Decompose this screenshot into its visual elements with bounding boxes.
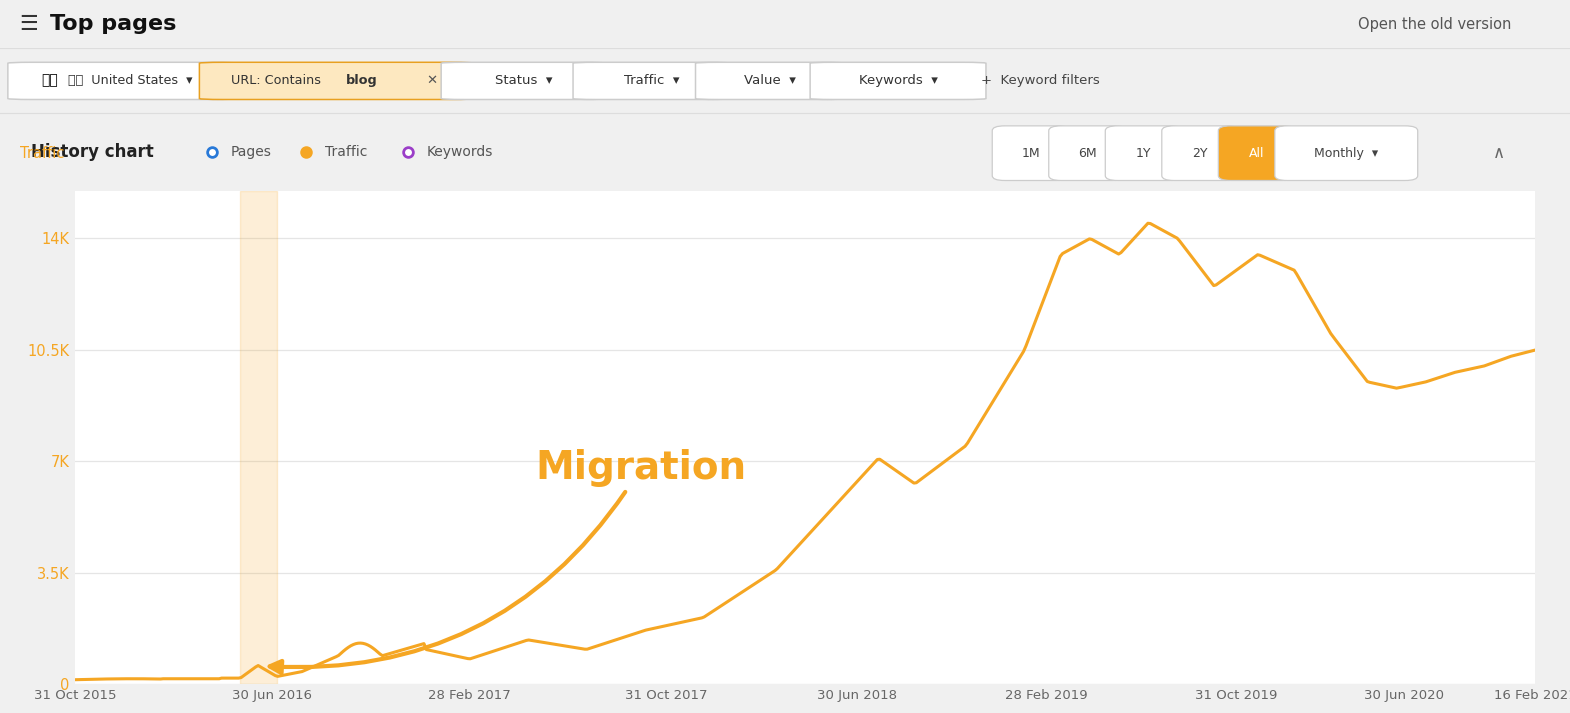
Text: 🇺🇸  United States  ▾: 🇺🇸 United States ▾: [68, 74, 192, 87]
Text: Traffic  ▾: Traffic ▾: [623, 74, 680, 88]
Text: Traffic: Traffic: [325, 145, 367, 159]
Text: 1M: 1M: [1022, 147, 1039, 160]
FancyBboxPatch shape: [573, 62, 730, 100]
Text: ✕: ✕: [425, 74, 438, 87]
FancyBboxPatch shape: [810, 62, 986, 100]
Text: Migration: Migration: [270, 449, 746, 673]
Text: All: All: [1250, 147, 1264, 160]
FancyBboxPatch shape: [441, 62, 606, 100]
Text: History chart: History chart: [31, 143, 154, 160]
Text: Open the old version: Open the old version: [1358, 16, 1512, 32]
Text: 6M: 6M: [1079, 147, 1096, 160]
Text: 🇺🇸: 🇺🇸: [41, 73, 58, 88]
Text: Traffic: Traffic: [20, 146, 64, 161]
Text: URL: Contains: URL: Contains: [231, 74, 325, 87]
Text: Keywords  ▾: Keywords ▾: [859, 74, 937, 88]
FancyBboxPatch shape: [1049, 126, 1126, 180]
Text: Keywords: Keywords: [427, 145, 493, 159]
FancyBboxPatch shape: [1162, 126, 1239, 180]
FancyBboxPatch shape: [696, 62, 845, 100]
FancyBboxPatch shape: [8, 62, 235, 100]
Text: ∧: ∧: [1493, 144, 1506, 162]
FancyBboxPatch shape: [1105, 126, 1182, 180]
Text: Monthly  ▾: Monthly ▾: [1314, 147, 1378, 160]
Text: Pages: Pages: [231, 145, 272, 159]
Text: ☰: ☰: [19, 14, 38, 34]
Text: 1Y: 1Y: [1137, 147, 1151, 160]
FancyBboxPatch shape: [1275, 126, 1418, 180]
Text: +  Keyword filters: + Keyword filters: [981, 74, 1101, 87]
Bar: [240, 190, 276, 684]
FancyBboxPatch shape: [992, 126, 1069, 180]
FancyBboxPatch shape: [1218, 126, 1295, 180]
Text: Top pages: Top pages: [50, 14, 176, 34]
Text: blog: blog: [345, 74, 377, 87]
FancyBboxPatch shape: [199, 62, 474, 100]
Text: Status  ▾: Status ▾: [495, 74, 553, 88]
Text: 2Y: 2Y: [1193, 147, 1207, 160]
Text: Value  ▾: Value ▾: [744, 74, 796, 88]
